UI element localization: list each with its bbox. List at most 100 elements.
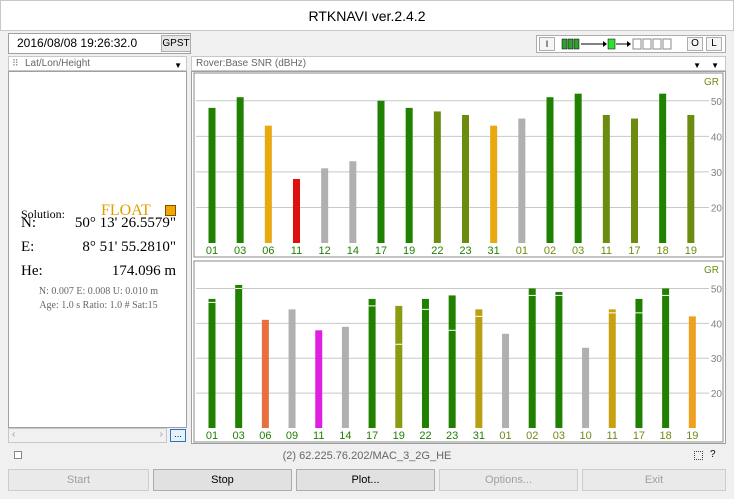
satellite-label: 22 [419,430,431,442]
snr-bar [208,298,216,428]
snr-bar [448,295,456,428]
satellite-label: 01 [206,430,218,442]
window-title: RTKNAVI ver.2.4.2 [0,0,734,31]
button-row: Start Stop Plot... Options... Exit [0,468,734,492]
n-label: N: [21,215,36,231]
snr-bar [395,305,403,428]
chart-frame [193,260,724,443]
snr-bar [368,298,376,428]
satellite-label: 19 [686,430,698,442]
satellite-label: 01 [499,430,511,442]
snr-bar [659,93,667,244]
input-stream-button[interactable]: I [539,37,555,51]
more-options-button[interactable]: ... [170,429,186,442]
plot-button[interactable]: Plot... [296,469,435,491]
y-tick-label: 40 [711,132,723,143]
time-value: 2016/08/08 19:26:32.0 [17,36,138,50]
snr-bar [546,97,554,243]
satellite-label: 03 [572,245,584,257]
satellite-label: 11 [313,430,324,442]
snr-bar [662,288,670,428]
e-label: E: [21,239,35,255]
snr-bar [574,93,582,244]
std-info: N: 0.007 E: 0.008 U: 0.010 m [38,286,159,297]
solution-value: FLOAT [101,202,151,219]
satellite-label: 01 [206,245,218,257]
horizontal-scrollbar[interactable]: ‹ › [8,428,167,443]
satellite-label: 23 [459,245,471,257]
satellite-label: 01 [516,245,528,257]
longitude-value: 8° 51' 55.2810" [82,239,176,255]
satellite-label: 12 [319,245,331,257]
solution-status-indicator [165,205,176,216]
satellite-label: 11 [607,430,618,442]
scroll-right-icon[interactable]: › [159,429,163,440]
satellite-label: 18 [657,245,669,257]
snr-bar [421,298,429,428]
snr-bar [235,284,243,428]
satellite-label: 14 [347,245,359,257]
y-tick-label: 20 [711,203,723,214]
output-stream-button[interactable]: O [687,37,703,51]
stream-indicator-icon [561,38,672,50]
grip-icon: ⠿ [12,58,19,68]
status-indicator [14,451,22,459]
satellite-label: 17 [633,430,645,442]
y-tick-label: 50 [711,97,723,108]
satellite-label: 11 [291,245,302,257]
snr-bar [518,118,526,243]
y-tick-label: 50 [711,284,723,295]
snr-chart-panel: 20 30 40 50 GR 01 03 06 11 12 14 17 19 22 23 31 01 02 03 11… [191,71,726,444]
left-panel-selector[interactable]: ⠿ Lat/Lon/Height ▼ [8,56,187,71]
satellite-label: 19 [403,245,415,257]
satellite-label: 22 [431,245,443,257]
start-button[interactable]: Start [8,469,149,491]
snr-bar [236,97,244,243]
log-stream-button[interactable]: L [706,37,722,51]
snr-bar [582,347,590,428]
scroll-left-icon[interactable]: ‹ [12,429,16,440]
chevron-down-icon[interactable]: ▼ [693,61,701,70]
satellite-label: 10 [579,430,591,442]
snr-bar [688,316,696,428]
satellite-label: 19 [393,430,405,442]
snr-bar [433,111,441,243]
age-info: Age: 1.0 s Ratio: 1.0 # Sat:15 [39,300,158,311]
help-icon[interactable]: ? [710,449,716,460]
satellite-label: 06 [262,245,274,257]
exit-button[interactable]: Exit [582,469,726,491]
snr-bar [602,115,610,243]
status-bar: (2) 62.225.76.202/MAC_3_2G_HE ? [0,445,734,467]
stop-button[interactable]: Stop [153,469,292,491]
snr-bar [631,118,638,243]
snr-bar [321,168,329,243]
y-tick-label: 40 [711,319,723,330]
snr-bar [502,333,510,428]
right-panel-selector[interactable]: Rover:Base SNR (dBHz) ▼ ▼ [191,56,726,71]
latitude-value: 50° 13' 26.5579" [74,215,176,231]
solution-label: Solution: [21,207,66,221]
snr-bar [377,100,385,244]
options-button[interactable]: Options... [439,469,578,491]
chevron-down-icon[interactable]: ▼ [174,61,182,70]
satellite-label: 03 [234,245,246,257]
grid-icon[interactable] [694,451,703,460]
time-system-button[interactable]: GPST [161,35,191,52]
satellite-label: 17 [366,430,378,442]
snr-bar [293,179,300,243]
satellite-label: 31 [473,430,485,442]
chevron-down-icon[interactable]: ▼ [711,61,719,70]
satellite-label: 14 [339,430,351,442]
snr-bar [635,298,643,428]
snr-bar [555,291,563,428]
height-value: 174.096 m [111,263,176,279]
snr-bar [608,309,616,428]
satellite-label: 23 [446,430,458,442]
left-panel-title: Lat/Lon/Height [25,58,91,69]
snr-bar [687,115,695,243]
snr-bar [341,326,349,428]
time-display: 2016/08/08 19:26:32.0 GPST [8,33,191,54]
snr-bar [264,125,272,243]
snr-bar [315,330,323,428]
snr-charts: 20 30 40 50 GR 01 03 06 11 12 14 17 19 22 23 31 01 02 03 11… [193,72,724,443]
